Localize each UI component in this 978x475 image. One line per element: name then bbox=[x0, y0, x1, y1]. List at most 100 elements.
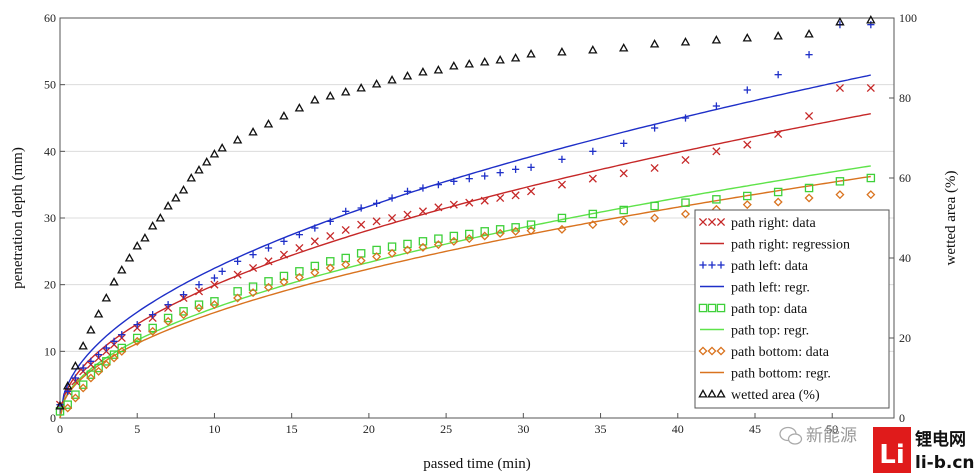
data-point bbox=[279, 277, 289, 287]
x-tick-label: 15 bbox=[286, 422, 298, 436]
x-tick-label: 35 bbox=[595, 422, 607, 436]
data-point bbox=[101, 360, 111, 370]
data-point bbox=[95, 351, 103, 359]
data-point bbox=[373, 199, 381, 207]
data-point bbox=[650, 163, 659, 173]
data-point bbox=[449, 236, 459, 246]
data-point bbox=[93, 309, 104, 318]
data-point bbox=[55, 407, 65, 416]
regression-line-1 bbox=[59, 113, 871, 419]
data-point bbox=[371, 79, 382, 88]
data-point bbox=[311, 224, 319, 232]
data-point bbox=[743, 191, 752, 201]
data-point bbox=[773, 31, 783, 40]
data-point bbox=[418, 67, 428, 76]
legend-box bbox=[694, 209, 890, 409]
data-point bbox=[743, 86, 751, 94]
y2-tick-label: 80 bbox=[899, 91, 911, 105]
data-point bbox=[434, 234, 443, 243]
y-axis-label: penetration depth (mm) bbox=[10, 147, 26, 289]
legend-swatch-marker bbox=[716, 217, 726, 227]
data-point bbox=[680, 37, 691, 46]
data-point bbox=[194, 300, 204, 309]
data-point bbox=[148, 326, 158, 336]
data-point bbox=[742, 33, 752, 42]
legend-entry-label: path right: data bbox=[731, 216, 817, 231]
data-point bbox=[480, 231, 490, 241]
data-point bbox=[866, 173, 876, 183]
data-point bbox=[773, 187, 783, 197]
data-point bbox=[79, 364, 87, 372]
regression-line-5 bbox=[59, 165, 871, 419]
data-point bbox=[87, 357, 95, 365]
data-point bbox=[402, 245, 413, 255]
y-axis-ticks: 0 10 20 30 40 50 60 bbox=[44, 11, 65, 425]
data-point bbox=[526, 220, 536, 229]
data-point bbox=[619, 43, 629, 52]
data-point bbox=[341, 87, 351, 96]
data-point bbox=[496, 169, 504, 177]
data-point bbox=[325, 91, 335, 100]
data-point bbox=[866, 15, 876, 24]
marker-stroke bbox=[248, 263, 258, 273]
watermark-wechat-text: 新能源 bbox=[806, 426, 857, 446]
data-point bbox=[233, 270, 242, 279]
data-point bbox=[496, 193, 505, 203]
y2-tick-label: 0 bbox=[899, 411, 905, 425]
x-tick-label: 50 bbox=[826, 422, 838, 436]
data-point bbox=[619, 169, 628, 178]
data-point bbox=[63, 400, 72, 409]
data-point bbox=[71, 390, 80, 399]
legend-swatch-marker bbox=[707, 346, 717, 356]
legend-swatch-marker bbox=[716, 346, 726, 356]
data-point bbox=[210, 274, 219, 282]
data-point bbox=[434, 203, 443, 212]
data-point bbox=[109, 353, 119, 363]
legend-swatch-marker bbox=[717, 261, 725, 269]
data-point bbox=[387, 213, 397, 223]
data-point bbox=[279, 271, 289, 281]
data-point bbox=[651, 124, 659, 132]
data-point bbox=[495, 225, 505, 234]
series-8 bbox=[55, 15, 876, 410]
data-point bbox=[294, 103, 305, 112]
data-point bbox=[712, 147, 721, 156]
data-point bbox=[742, 200, 752, 210]
data-point bbox=[63, 403, 73, 413]
data-point bbox=[480, 196, 489, 205]
data-point bbox=[279, 250, 289, 259]
data-point bbox=[681, 155, 690, 165]
data-point bbox=[102, 357, 111, 366]
data-point bbox=[163, 313, 173, 323]
marker-stroke bbox=[194, 287, 204, 296]
data-point bbox=[341, 225, 350, 235]
marker-stroke bbox=[588, 174, 597, 183]
series-6 bbox=[63, 190, 876, 413]
data-point bbox=[650, 213, 660, 223]
y2-tick-label: 100 bbox=[899, 11, 917, 25]
data-point bbox=[218, 267, 226, 275]
data-point bbox=[464, 234, 474, 244]
data-point bbox=[774, 129, 783, 139]
data-point bbox=[712, 102, 720, 110]
marker-stroke bbox=[403, 210, 412, 219]
data-point bbox=[465, 175, 473, 183]
data-point bbox=[109, 350, 119, 359]
legend-swatch-marker bbox=[698, 389, 708, 398]
legend-swatch-marker bbox=[698, 346, 708, 356]
legend-swatch-marker bbox=[708, 261, 716, 269]
watermark: 新能源 Li 锂电网 li-b.cn bbox=[779, 426, 975, 473]
data-point bbox=[619, 205, 628, 215]
data-point bbox=[835, 190, 845, 200]
data-point bbox=[132, 333, 142, 343]
data-point bbox=[148, 323, 157, 333]
marker-stroke bbox=[279, 250, 289, 259]
marker-stroke bbox=[326, 231, 335, 241]
li-b-logo: Li bbox=[873, 427, 911, 473]
data-point bbox=[619, 216, 629, 226]
x-tick-label: 30 bbox=[517, 422, 529, 436]
x-tick-label: 10 bbox=[208, 422, 220, 436]
marker-stroke bbox=[372, 217, 381, 226]
data-point bbox=[310, 237, 319, 246]
